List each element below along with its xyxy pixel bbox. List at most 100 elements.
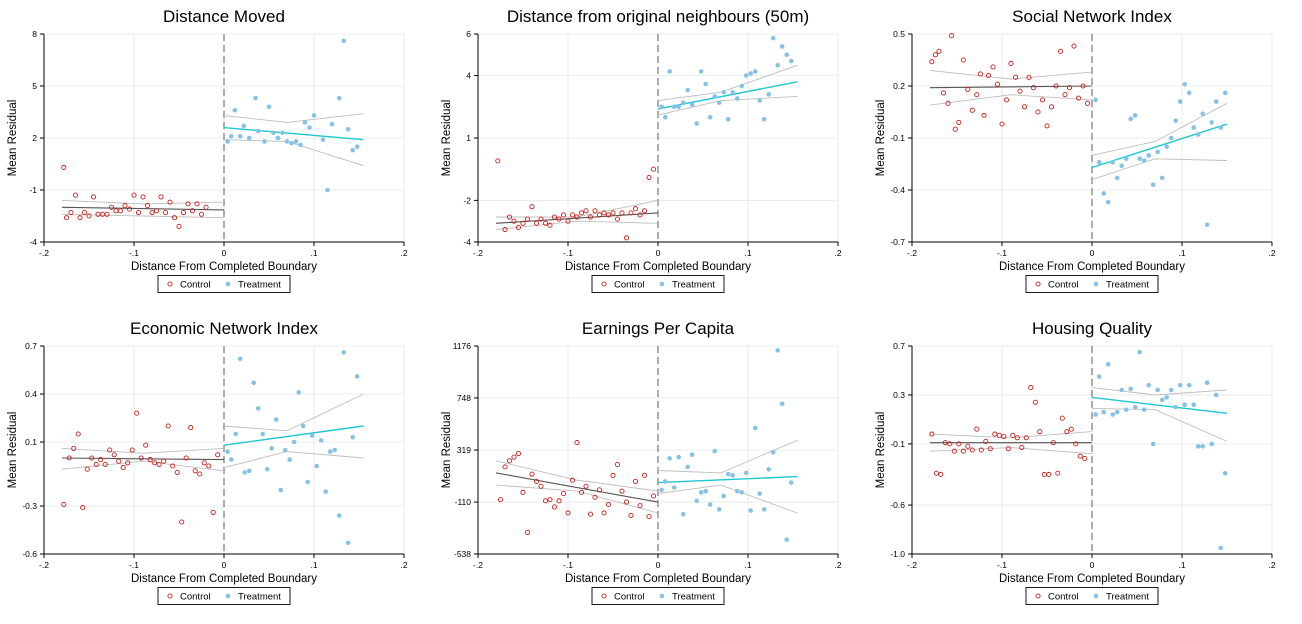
control-point [104,211,110,217]
treatment-point [730,89,735,95]
control-point [932,52,938,58]
treatment-ci-lower-line [223,451,364,469]
control-point [102,461,108,467]
y-tick-label: 748 [457,393,471,403]
control-point [547,222,553,228]
control-point [1044,123,1050,129]
control-point [646,174,652,181]
control-point [945,100,951,106]
legend-treatment-marker [659,593,665,599]
control-point [1035,109,1041,115]
control-point [610,472,616,478]
x-tick-label: 0 [656,560,661,570]
x-tick-label: .1 [310,248,317,258]
control-fit-line [495,212,659,224]
control-ci-upper-line [61,199,225,205]
treatment-point [725,116,731,122]
treatment-point [743,73,749,78]
treatment-point [1186,382,1192,388]
control-point [515,224,522,230]
treatment-point [689,452,695,458]
treatment-point [320,137,326,143]
control-point [1019,445,1025,451]
control-point [1021,104,1028,110]
treatment-fit-line [223,425,364,446]
control-point [86,213,92,219]
control-point [189,208,196,214]
control-point [1028,385,1034,391]
treatment-point [1164,144,1169,149]
treatment-point [1150,441,1156,447]
treatment-point [255,406,261,411]
control-point [605,212,612,218]
treatment-point [293,139,299,144]
x-tick-label: -.1 [563,248,573,258]
legend-treatment-label: Treatment [1106,592,1149,603]
chart-panel: Housing Quality -1.0 -0.6 -0.1 0.3 0.7 -.2 -.1 0… [868,312,1302,624]
x-tick-label: -.1 [997,560,1007,570]
control-point [960,448,966,454]
x-tick-label: -.1 [129,560,139,570]
legend-control-label: Control [1048,592,1079,603]
y-tick-label: -4 [463,237,471,247]
control-point [949,33,955,39]
legend-box [591,587,725,605]
treatment-point [659,487,664,493]
treatment-point [350,147,356,153]
treatment-point [291,439,297,445]
control-point [497,497,504,503]
control-point [71,445,77,451]
treatment-point [1137,349,1142,355]
control-ci-lower-line [61,460,225,472]
control-point [560,491,567,497]
control-point [495,158,501,164]
treatment-point [311,113,317,118]
control-point [547,497,553,503]
control-point [551,214,558,220]
treatment-point [734,488,740,494]
control-point [641,208,648,214]
treatment-point [1213,392,1219,398]
treatment-point [1119,163,1124,169]
control-point [583,483,589,489]
control-point [511,218,517,224]
control-point [556,216,562,222]
treatment-point [1173,404,1178,410]
treatment-point [703,81,708,87]
control-point [637,503,643,509]
control-point [63,215,70,221]
control-point [149,209,155,216]
treatment-point [280,130,285,136]
control-point [996,432,1002,438]
y-axis-label: Mean Residual [7,412,19,489]
control-point [569,212,576,218]
control-fit-line [61,206,225,211]
control-point [1062,92,1068,98]
control-point [992,431,998,437]
control-point [524,529,531,535]
treatment-point [784,537,789,542]
control-point [592,208,598,214]
control-point [578,210,585,216]
y-tick-label: 5 [32,81,37,91]
x-tick-label: .2 [1268,560,1275,570]
control-point [936,48,942,54]
control-point [632,206,639,212]
legend-treatment-label: Treatment [672,280,715,291]
control-point [1005,446,1011,452]
treatment-fit-line [657,81,798,110]
control-point [565,510,571,516]
control-point [1026,74,1032,80]
treatment-ci-upper-line [223,393,364,432]
treatment-point [232,107,238,113]
treatment-point [345,540,351,546]
treatment-point [671,104,677,110]
treatment-ci-lower-line [1091,407,1228,442]
control-point [596,212,603,218]
treatment-fit-line [1091,396,1228,414]
x-tick-label: .2 [834,560,841,570]
treatment-point [1222,470,1228,476]
control-point [601,210,607,216]
treatment-ci-lower-line [1091,158,1228,181]
control-point [1030,85,1037,91]
